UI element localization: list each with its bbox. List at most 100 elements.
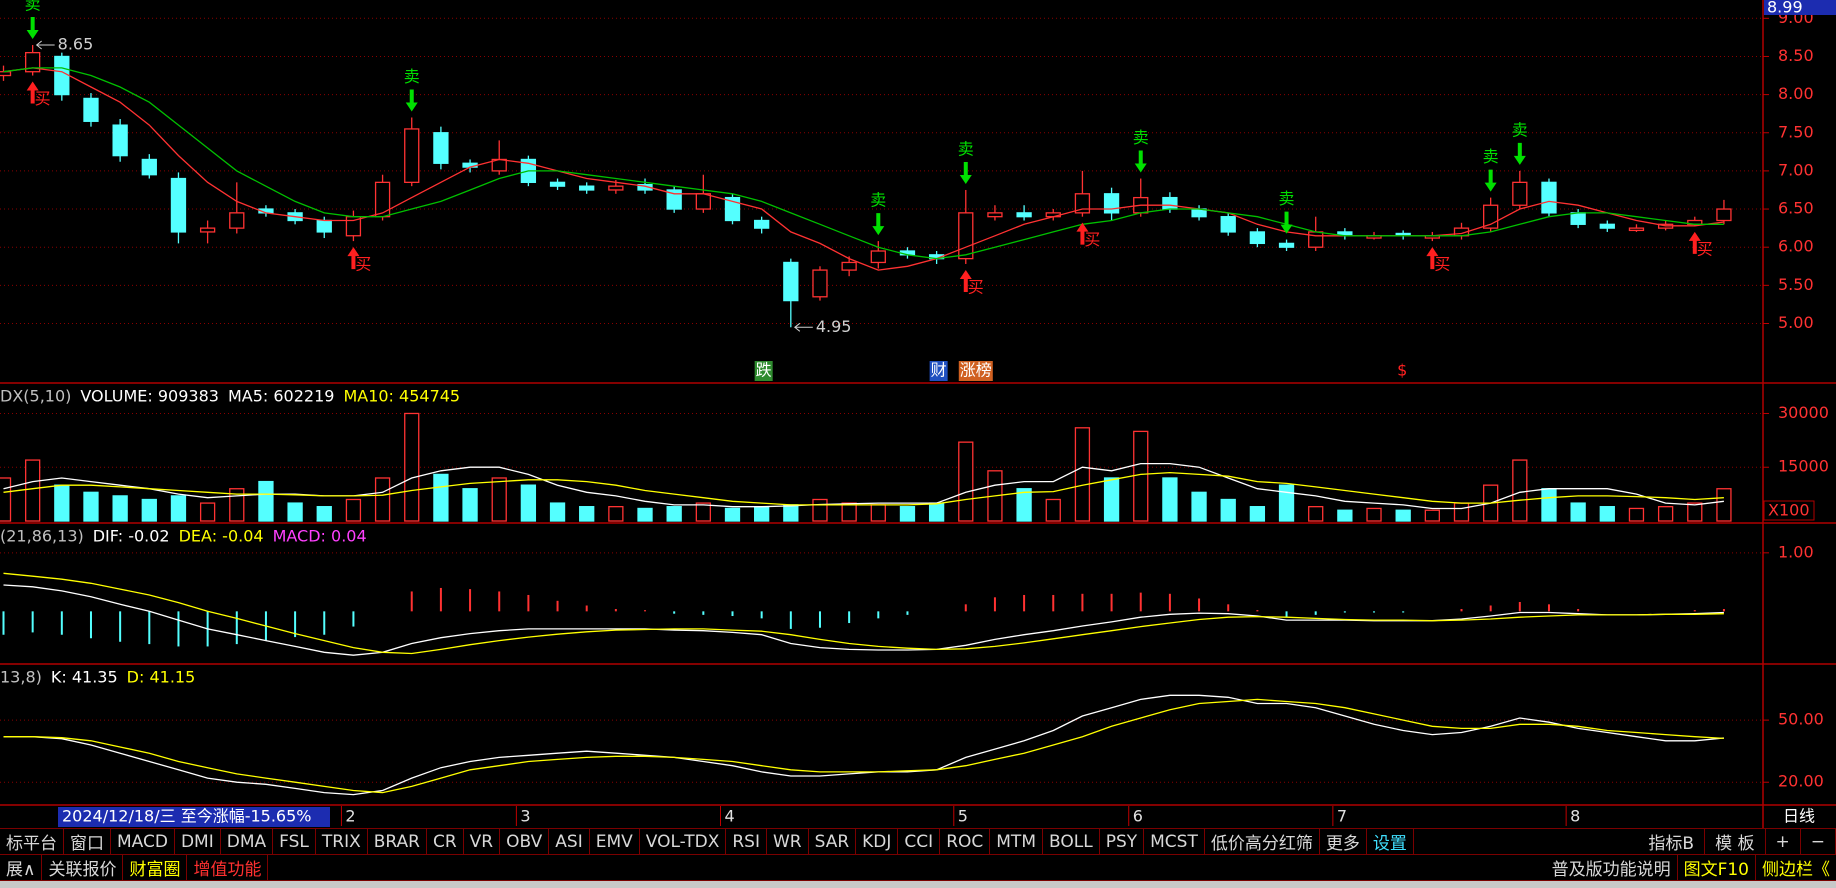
tab[interactable]: FSL <box>273 829 316 854</box>
tab[interactable]: MACD <box>111 829 175 854</box>
tab[interactable]: 低价高分红筛 <box>1205 829 1320 854</box>
y-tick-label: 6.00 <box>1778 237 1814 256</box>
volume-bar <box>83 491 99 522</box>
volume-bar <box>1716 488 1732 522</box>
tab[interactable]: 指标B <box>1638 829 1706 854</box>
tab[interactable]: CCI <box>898 829 941 854</box>
tab[interactable]: BOLL <box>1043 829 1100 854</box>
candle-body <box>1074 193 1091 214</box>
candle-body <box>374 181 391 218</box>
tab[interactable]: 更多 <box>1320 829 1367 854</box>
buy-signal-label: 买 <box>355 255 371 274</box>
badge-label: 跌 <box>756 361 772 380</box>
candle-body <box>783 261 799 302</box>
candle-body <box>1016 212 1032 218</box>
status-item[interactable]: 普及版功能说明 <box>1546 855 1678 880</box>
volume-bar <box>316 506 332 522</box>
y-tick-label: 50.00 <box>1778 710 1824 729</box>
candle-body <box>1599 223 1615 229</box>
candle-body <box>812 269 828 298</box>
tab[interactable]: BRAR <box>368 829 427 854</box>
volume-bar <box>170 495 187 522</box>
tab[interactable]: 设置 <box>1367 829 1414 854</box>
indicator-line <box>3 471 1724 506</box>
candle-body <box>958 212 974 260</box>
tab[interactable]: VOL-TDX <box>640 829 727 854</box>
status-item[interactable]: 展∧ <box>0 855 43 880</box>
tab[interactable]: MCST <box>1144 829 1205 854</box>
tab[interactable]: TRIX <box>316 829 368 854</box>
tab[interactable]: OBV <box>500 829 550 854</box>
indicator-header: 13,8) <box>0 668 42 687</box>
status-item[interactable]: 图文F10 <box>1678 855 1756 880</box>
candle-body <box>695 193 711 210</box>
sell-signal-label: 卖 <box>1279 189 1295 208</box>
current-date-label: 2024/12/18/三 至今涨幅-15.65% <box>62 807 311 826</box>
volume-bar <box>899 506 916 522</box>
tab[interactable]: 模 板 <box>1705 829 1766 854</box>
volume-bar <box>112 495 128 522</box>
candle-body <box>1570 212 1586 225</box>
tab[interactable]: EMV <box>590 829 640 854</box>
month-label: 4 <box>725 807 735 826</box>
tab[interactable]: DMA <box>221 829 274 854</box>
volume-bar <box>374 477 391 522</box>
candle-body <box>316 219 332 233</box>
badge-background <box>1396 361 1409 381</box>
chart: 9.008.508.007.507.006.506.005.505.008.65… <box>0 0 1836 828</box>
volume-bar <box>579 506 595 522</box>
tab[interactable]: SAR <box>809 829 857 854</box>
buy-signal-label: 买 <box>1697 239 1713 258</box>
volume-bar <box>1395 509 1411 522</box>
volume-bar <box>724 507 741 522</box>
sell-arrow <box>1513 142 1526 165</box>
tab[interactable]: PSY <box>1100 829 1145 854</box>
annotation-label: 4.95 <box>816 317 852 336</box>
volume-bar <box>1220 498 1236 522</box>
volume-bar <box>433 473 449 522</box>
annotation-label: 8.65 <box>58 35 94 54</box>
volume-bar <box>695 502 711 522</box>
status-item[interactable]: 侧边栏《 <box>1762 860 1830 880</box>
tab[interactable]: WR <box>767 829 809 854</box>
indicator-header: MACD: 0.04 <box>273 527 367 546</box>
period-label: 日线 <box>1783 807 1815 826</box>
sell-signal-label: 卖 <box>1133 128 1149 147</box>
candle-body <box>0 71 12 77</box>
buy-signal-label: 买 <box>1084 230 1100 249</box>
tab[interactable]: 标平台 <box>0 829 64 854</box>
y-tick-label: 5.00 <box>1778 313 1814 332</box>
candle-body <box>754 219 770 229</box>
candle-body <box>1541 181 1557 214</box>
volume-bar <box>54 484 70 522</box>
candle-body <box>1249 231 1266 245</box>
candle-body <box>112 124 128 157</box>
tab[interactable]: ROC <box>940 829 991 854</box>
indicator-header: (21,86,13) <box>0 527 84 546</box>
status-item[interactable]: 关联报价 <box>42 855 124 880</box>
tab[interactable]: VR <box>464 829 501 854</box>
tab[interactable]: ASI <box>549 829 590 854</box>
indicator-header: VOLUME: 909383 <box>80 387 219 406</box>
candle-body <box>870 250 886 264</box>
tab[interactable]: CR <box>427 829 464 854</box>
tab[interactable]: MTM <box>990 829 1043 854</box>
volume-bar <box>958 441 974 522</box>
status-item[interactable]: 增值功能 <box>187 855 269 880</box>
y-tick-label: 15000 <box>1778 457 1829 476</box>
tab[interactable]: RSI <box>726 829 767 854</box>
indicator-header: MA5: 602219 <box>228 387 334 406</box>
tab[interactable]: KDJ <box>856 829 899 854</box>
indicator-header: D: 41.15 <box>127 668 196 687</box>
status-item[interactable]: 财富圈 <box>123 855 188 880</box>
volume-bar <box>812 498 828 522</box>
tab[interactable]: + <box>1766 829 1801 854</box>
tab[interactable]: 窗口 <box>64 829 111 854</box>
background <box>0 0 1836 828</box>
unit-box <box>1763 500 1815 521</box>
badge-label: $ <box>1397 361 1407 380</box>
tab[interactable]: − <box>1801 829 1836 854</box>
tab[interactable]: DMI <box>175 829 221 854</box>
volume-bar <box>1599 506 1615 522</box>
